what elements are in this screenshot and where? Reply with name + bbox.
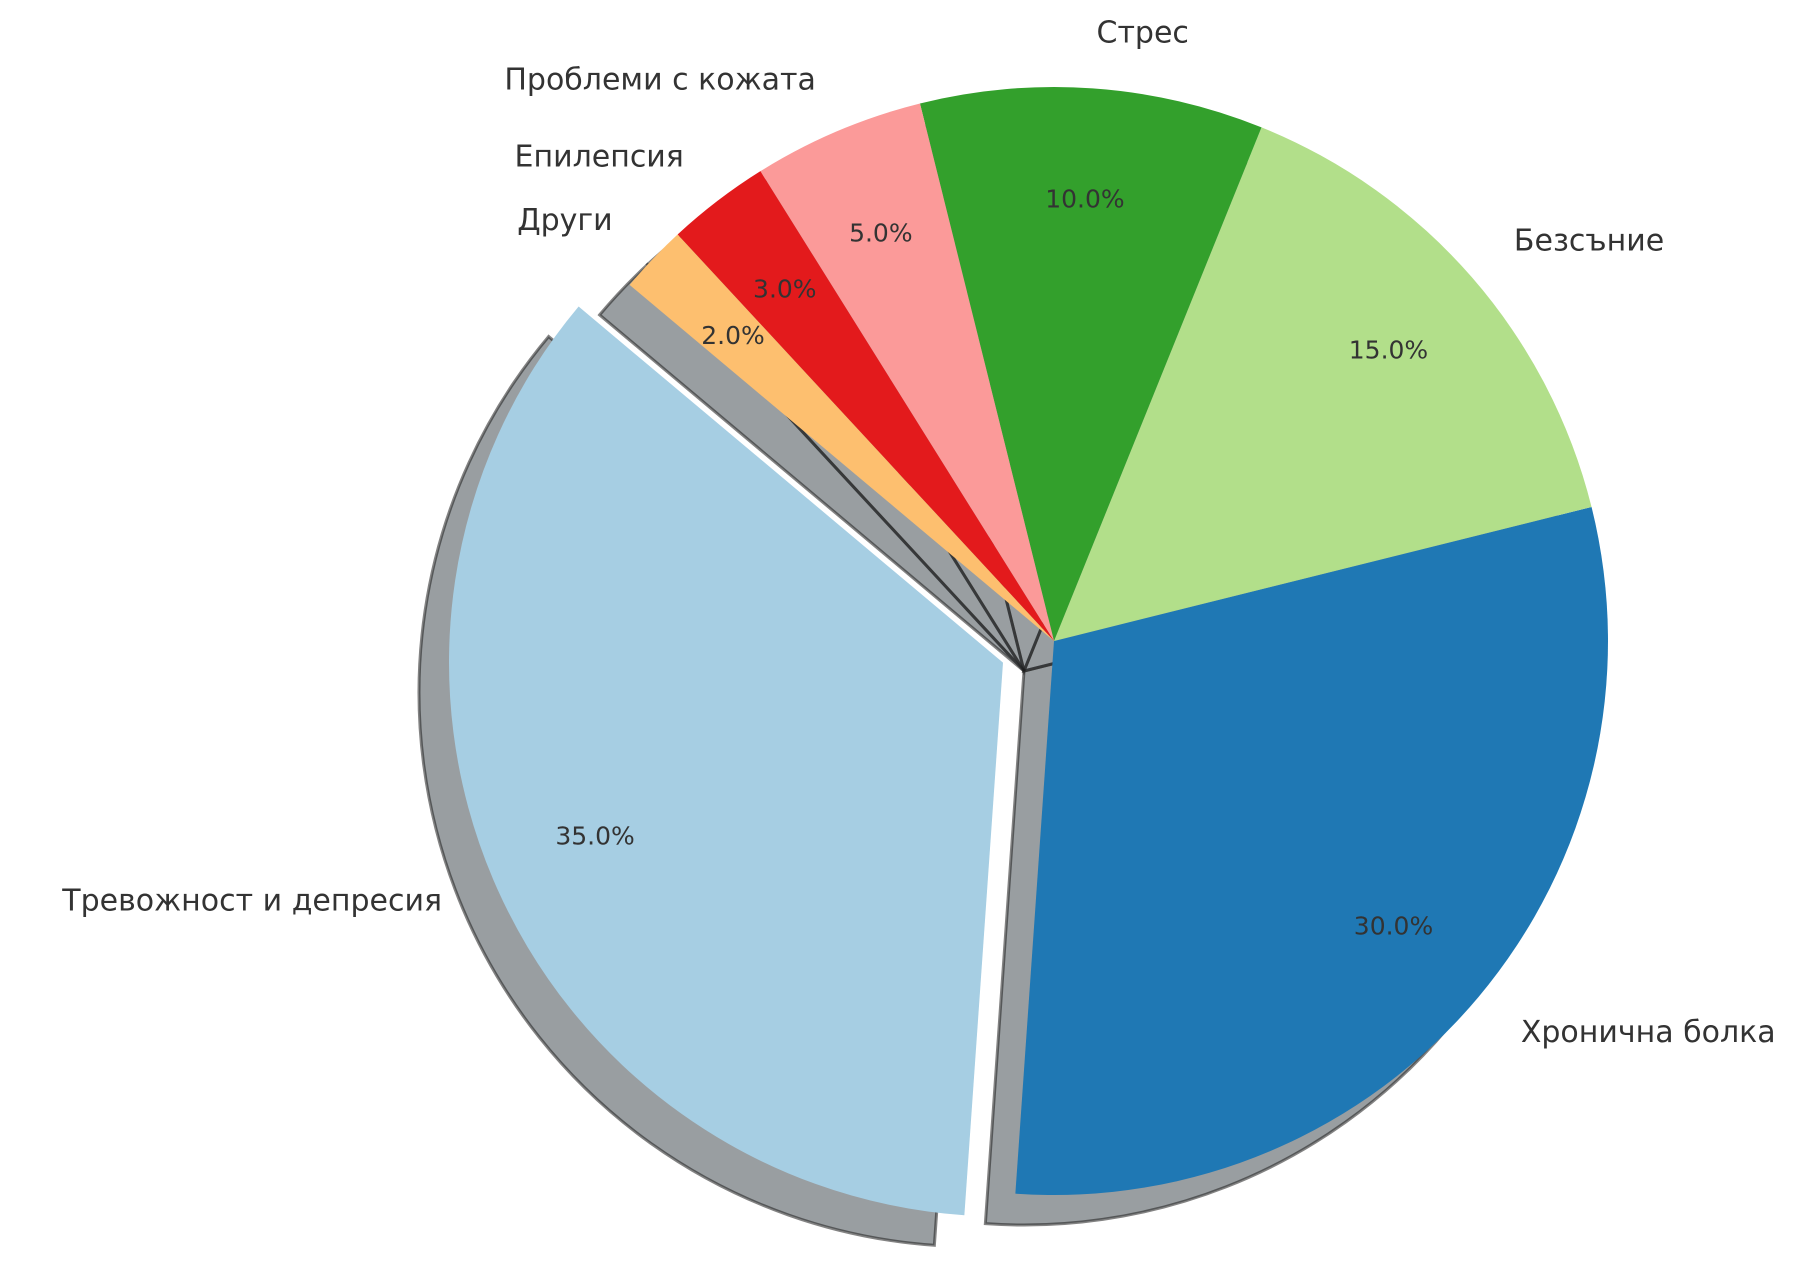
slice-1 xyxy=(449,306,1004,1216)
category-label-2: Хронична болка xyxy=(1521,1015,1776,1050)
category-labels: Тревожност и депресия Хронична болка Безсъ… xyxy=(61,16,1775,1051)
slice-6 xyxy=(677,171,1054,642)
pct-label-2: 30.0% xyxy=(1354,911,1433,940)
pct-label-7: 2.0% xyxy=(701,321,765,350)
category-label-1: Тревожност и депресия xyxy=(61,883,442,918)
category-label-4: Стрес xyxy=(1097,16,1189,51)
category-label-3: Безсъние xyxy=(1514,224,1664,259)
slice-4 xyxy=(919,87,1262,642)
pie-slices xyxy=(449,87,1608,1216)
category-label-5: Проблеми с кожата xyxy=(504,63,816,98)
pct-label-3: 15.0% xyxy=(1349,336,1428,365)
category-label-7: Други xyxy=(517,203,613,238)
percentage-labels: 35.0% 30.0% 15.0% 10.0% 5.0% 3.0% 2.0% xyxy=(555,184,1433,940)
pct-label-1: 35.0% xyxy=(555,821,634,850)
slice-5 xyxy=(760,103,1054,641)
pct-label-4: 10.0% xyxy=(1045,184,1124,213)
slice-2 xyxy=(1015,506,1608,1195)
category-label-6: Епилепсия xyxy=(515,139,684,174)
pct-label-5: 5.0% xyxy=(849,219,913,248)
slice-3 xyxy=(1054,127,1592,641)
slice-7 xyxy=(629,234,1054,641)
pct-label-6: 3.0% xyxy=(753,274,817,303)
